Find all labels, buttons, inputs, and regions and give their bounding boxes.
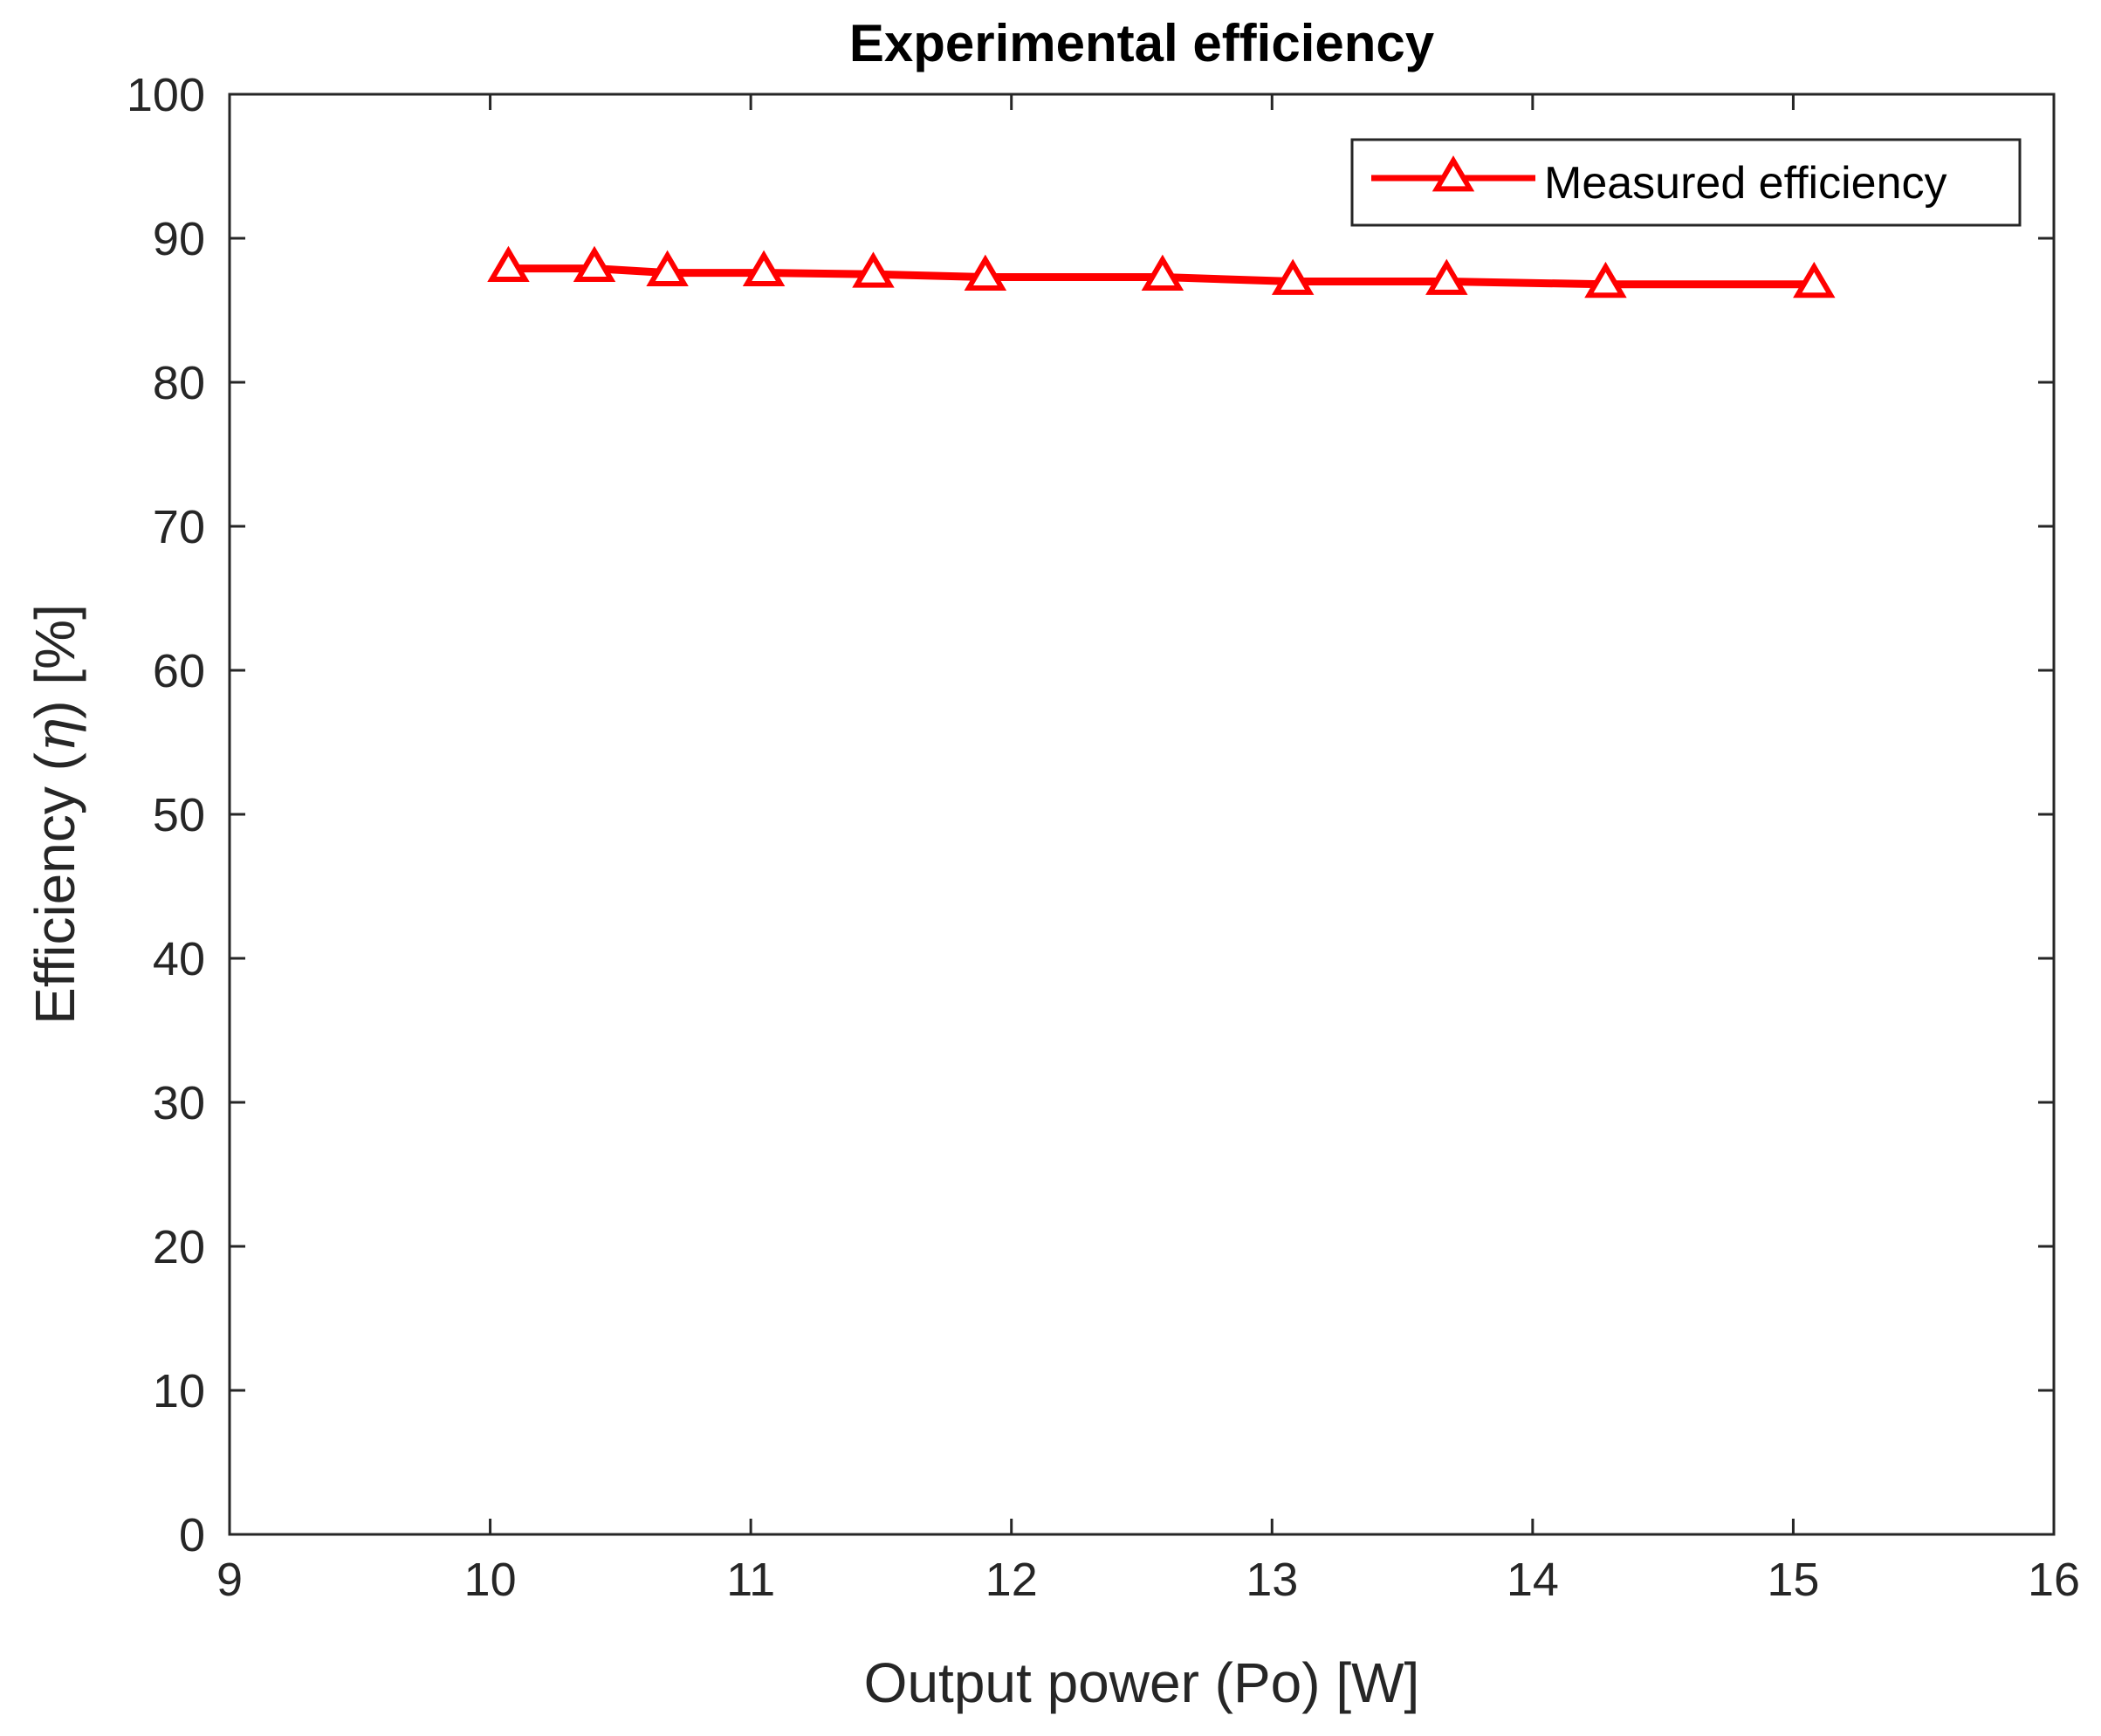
legend-label: Measured efficiency [1544,158,1947,209]
y-tick-label: 100 [127,69,205,121]
x-axis-title: Output power (Po) [W] [864,1651,1420,1714]
data-point-marker [1141,254,1184,291]
data-point-marker [742,250,786,286]
y-tick-label: 80 [153,357,205,409]
x-tick-label: 14 [1507,1554,1559,1606]
data-point-marker [573,245,616,283]
data-point-marker [1793,261,1836,298]
x-tick-label: 15 [1767,1554,1819,1606]
legend-marker-triangle [1432,155,1475,192]
y-axis-title-main: Efficiency ( [24,752,86,1025]
x-tick-label: 12 [985,1554,1038,1606]
data-point-marker [487,245,530,283]
y-tick-label: 90 [153,213,205,265]
data-point-marker [1425,258,1468,295]
x-tick-label: 16 [2028,1554,2080,1606]
y-tick-label: 50 [153,789,205,841]
chart-title: Experimental efficiency [849,14,1435,72]
data-point-marker [964,254,1007,291]
y-axis-title: Efficiency (η) [%] [24,604,88,1025]
y-tick-label: 70 [153,501,205,553]
data-point-marker [1584,261,1627,298]
y-tick-label: 20 [153,1221,205,1273]
legend: Measured efficiency [1350,138,2022,227]
ticks-layer: 9 10 11 12 13 14 15 16 0 10 20 30 40 50 60 70 80 90 100 [127,69,2080,1606]
y-tick-label: 30 [153,1077,205,1129]
y-tick-label: 60 [153,645,205,697]
series-layer [487,245,1836,298]
data-point-marker [646,250,689,286]
y-tick-label: 10 [153,1365,205,1417]
y-tick-label: 0 [179,1509,205,1561]
x-tick-label: 11 [726,1554,775,1606]
data-point-marker [1271,258,1315,295]
plot-area-frame [228,93,2056,1536]
y-tick-label: 40 [153,933,205,985]
y-axis-title-end: ) [%] [24,604,86,719]
x-tick-label: 13 [1246,1554,1298,1606]
y-axis-title-symbol: η [24,719,88,752]
x-tick-label: 10 [464,1554,517,1606]
x-tick-label: 9 [216,1554,243,1606]
data-point-marker [852,251,895,288]
